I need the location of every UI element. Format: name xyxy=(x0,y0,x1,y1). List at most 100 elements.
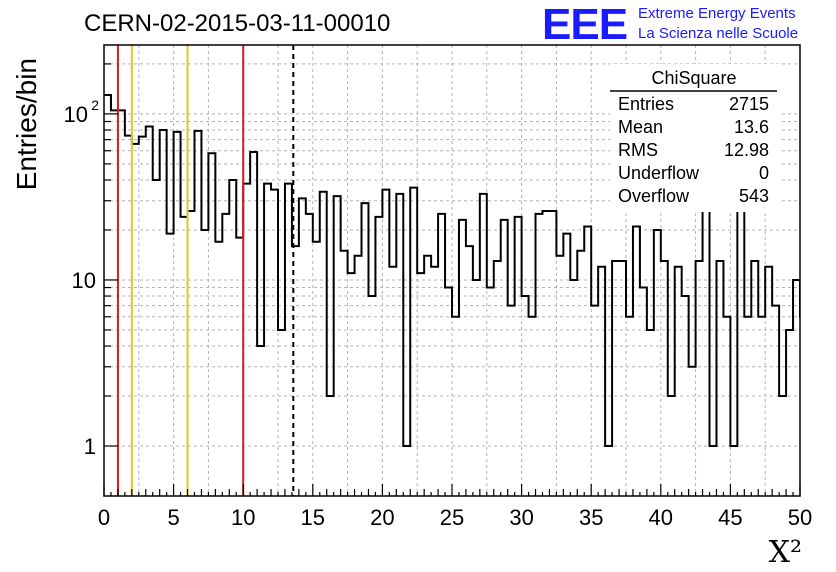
histogram-bin xyxy=(264,184,271,496)
histogram-bin xyxy=(626,317,633,496)
x-tick-label: 15 xyxy=(301,505,325,530)
histogram-bin xyxy=(257,346,264,496)
histogram-bin xyxy=(536,214,543,496)
histogram-bin xyxy=(786,330,793,496)
histogram-bin xyxy=(188,211,195,496)
histogram-bin xyxy=(306,214,313,496)
histogram-bin xyxy=(529,317,536,496)
histogram-bin xyxy=(201,230,208,496)
histogram-bin xyxy=(515,217,522,496)
histogram-bin xyxy=(730,446,737,496)
y-axis-label: Entries/bin xyxy=(11,58,42,190)
histogram-bin xyxy=(348,273,355,496)
histogram-bin xyxy=(208,153,215,496)
histogram-bin xyxy=(285,184,292,496)
histogram-bin xyxy=(737,194,744,496)
histogram-bin xyxy=(793,280,800,496)
histogram-bin xyxy=(556,256,563,496)
x-tick-label: 20 xyxy=(370,505,394,530)
histogram-bin xyxy=(800,317,807,496)
histogram-bin xyxy=(758,317,765,496)
reference-lines xyxy=(116,45,295,496)
histogram-bin xyxy=(473,280,480,496)
histogram-bin xyxy=(723,317,730,496)
histogram-bin xyxy=(542,211,549,496)
histogram-bin xyxy=(424,256,431,496)
histogram-bin xyxy=(689,367,696,496)
histogram-bin xyxy=(591,306,598,496)
histogram-bin xyxy=(452,317,459,496)
histogram-bin xyxy=(389,267,396,496)
histogram-bin xyxy=(744,317,751,496)
eee-logo-mark: EEE xyxy=(542,0,628,49)
y-tick-exponent: 2 xyxy=(91,97,99,113)
y-tick-label: 1 xyxy=(84,434,96,459)
histogram-bin xyxy=(355,256,362,496)
histogram-bin xyxy=(153,180,160,496)
histogram-bin xyxy=(299,198,306,496)
histogram-bin xyxy=(480,194,487,496)
histogram-bin xyxy=(250,152,257,496)
histogram-steps xyxy=(104,93,800,448)
histogram-bin xyxy=(563,234,570,496)
x-tick-label: 0 xyxy=(98,505,110,530)
stats-row-value: 12.98 xyxy=(724,140,769,160)
histogram-bin xyxy=(271,190,278,496)
histogram-bin xyxy=(396,194,403,496)
histogram-bin xyxy=(403,446,410,496)
histogram-bin xyxy=(174,132,181,496)
histogram-bin xyxy=(821,317,828,496)
histogram-bin xyxy=(167,234,174,496)
histogram-bin xyxy=(382,190,389,496)
x-tick-label: 25 xyxy=(440,505,464,530)
histogram-bin xyxy=(828,246,835,496)
histogram-bin xyxy=(132,144,139,496)
histogram-bin xyxy=(181,217,188,496)
histogram-bin xyxy=(605,446,612,496)
x-tick-label: 35 xyxy=(579,505,603,530)
stats-row-label: Mean xyxy=(618,117,663,137)
histogram-bin xyxy=(654,230,661,496)
stats-row-value: 2715 xyxy=(729,94,769,114)
histogram-bin xyxy=(410,188,417,496)
stats-row-value: 13.6 xyxy=(734,117,769,137)
x-tick-label: 50 xyxy=(788,505,812,530)
x-axis-label: X² xyxy=(769,535,802,570)
histogram-bin xyxy=(807,238,814,496)
histogram-bin xyxy=(814,238,821,496)
histogram-bin xyxy=(146,126,153,496)
histogram-bin xyxy=(417,273,424,496)
x-tick-label: 5 xyxy=(167,505,179,530)
histogram-bin xyxy=(570,280,577,496)
histogram-bin xyxy=(710,446,717,496)
y-tick-label: 10 xyxy=(64,102,88,127)
histogram-bin xyxy=(647,330,654,496)
histogram-bin xyxy=(125,136,132,496)
histogram-bin xyxy=(362,203,369,496)
histogram-bin xyxy=(431,267,438,496)
histogram-bin xyxy=(675,267,682,496)
histogram-bin xyxy=(160,130,167,496)
histogram-bin xyxy=(243,184,250,496)
histogram-bin xyxy=(229,180,236,496)
logo-text-line-1: Extreme Energy Events xyxy=(638,5,796,22)
histogram-bin xyxy=(459,220,466,496)
x-tick-label: 30 xyxy=(509,505,533,530)
stats-row-value: 543 xyxy=(739,186,769,206)
histogram-bin xyxy=(772,306,779,496)
histogram-bin xyxy=(438,214,445,496)
x-tick-label: 10 xyxy=(231,505,255,530)
stats-box-title: ChiSquare xyxy=(651,68,736,88)
stats-row-label: RMS xyxy=(618,140,658,160)
logo-text-line-2: La Scienza nelle Scuole xyxy=(638,25,799,42)
histogram-bin xyxy=(549,211,556,496)
histogram-bin xyxy=(508,306,515,496)
histogram-bin xyxy=(375,217,382,496)
histogram-bin xyxy=(445,288,452,496)
histogram-bin xyxy=(633,226,640,496)
histogram-bin xyxy=(584,226,591,496)
stats-row-label: Entries xyxy=(618,94,674,114)
stats-row-label: Underflow xyxy=(618,163,700,183)
